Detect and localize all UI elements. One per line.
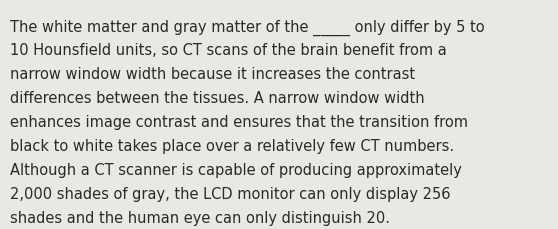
Text: 2,000 shades of gray, the LCD monitor can only display 256: 2,000 shades of gray, the LCD monitor ca… bbox=[10, 186, 450, 201]
Text: black to white takes place over a relatively few CT numbers.: black to white takes place over a relati… bbox=[10, 139, 454, 153]
Text: The white matter and gray matter of the _____ only differ by 5 to: The white matter and gray matter of the … bbox=[10, 19, 485, 35]
Text: enhances image contrast and ensures that the transition from: enhances image contrast and ensures that… bbox=[10, 115, 468, 130]
Text: 10 Hounsfield units, so CT scans of the brain benefit from a: 10 Hounsfield units, so CT scans of the … bbox=[10, 43, 447, 58]
Text: narrow window width because it increases the contrast: narrow window width because it increases… bbox=[10, 67, 415, 82]
Text: differences between the tissues. A narrow window width: differences between the tissues. A narro… bbox=[10, 91, 425, 106]
Text: Although a CT scanner is capable of producing approximately: Although a CT scanner is capable of prod… bbox=[10, 162, 462, 177]
Text: shades and the human eye can only distinguish 20.: shades and the human eye can only distin… bbox=[10, 210, 390, 225]
